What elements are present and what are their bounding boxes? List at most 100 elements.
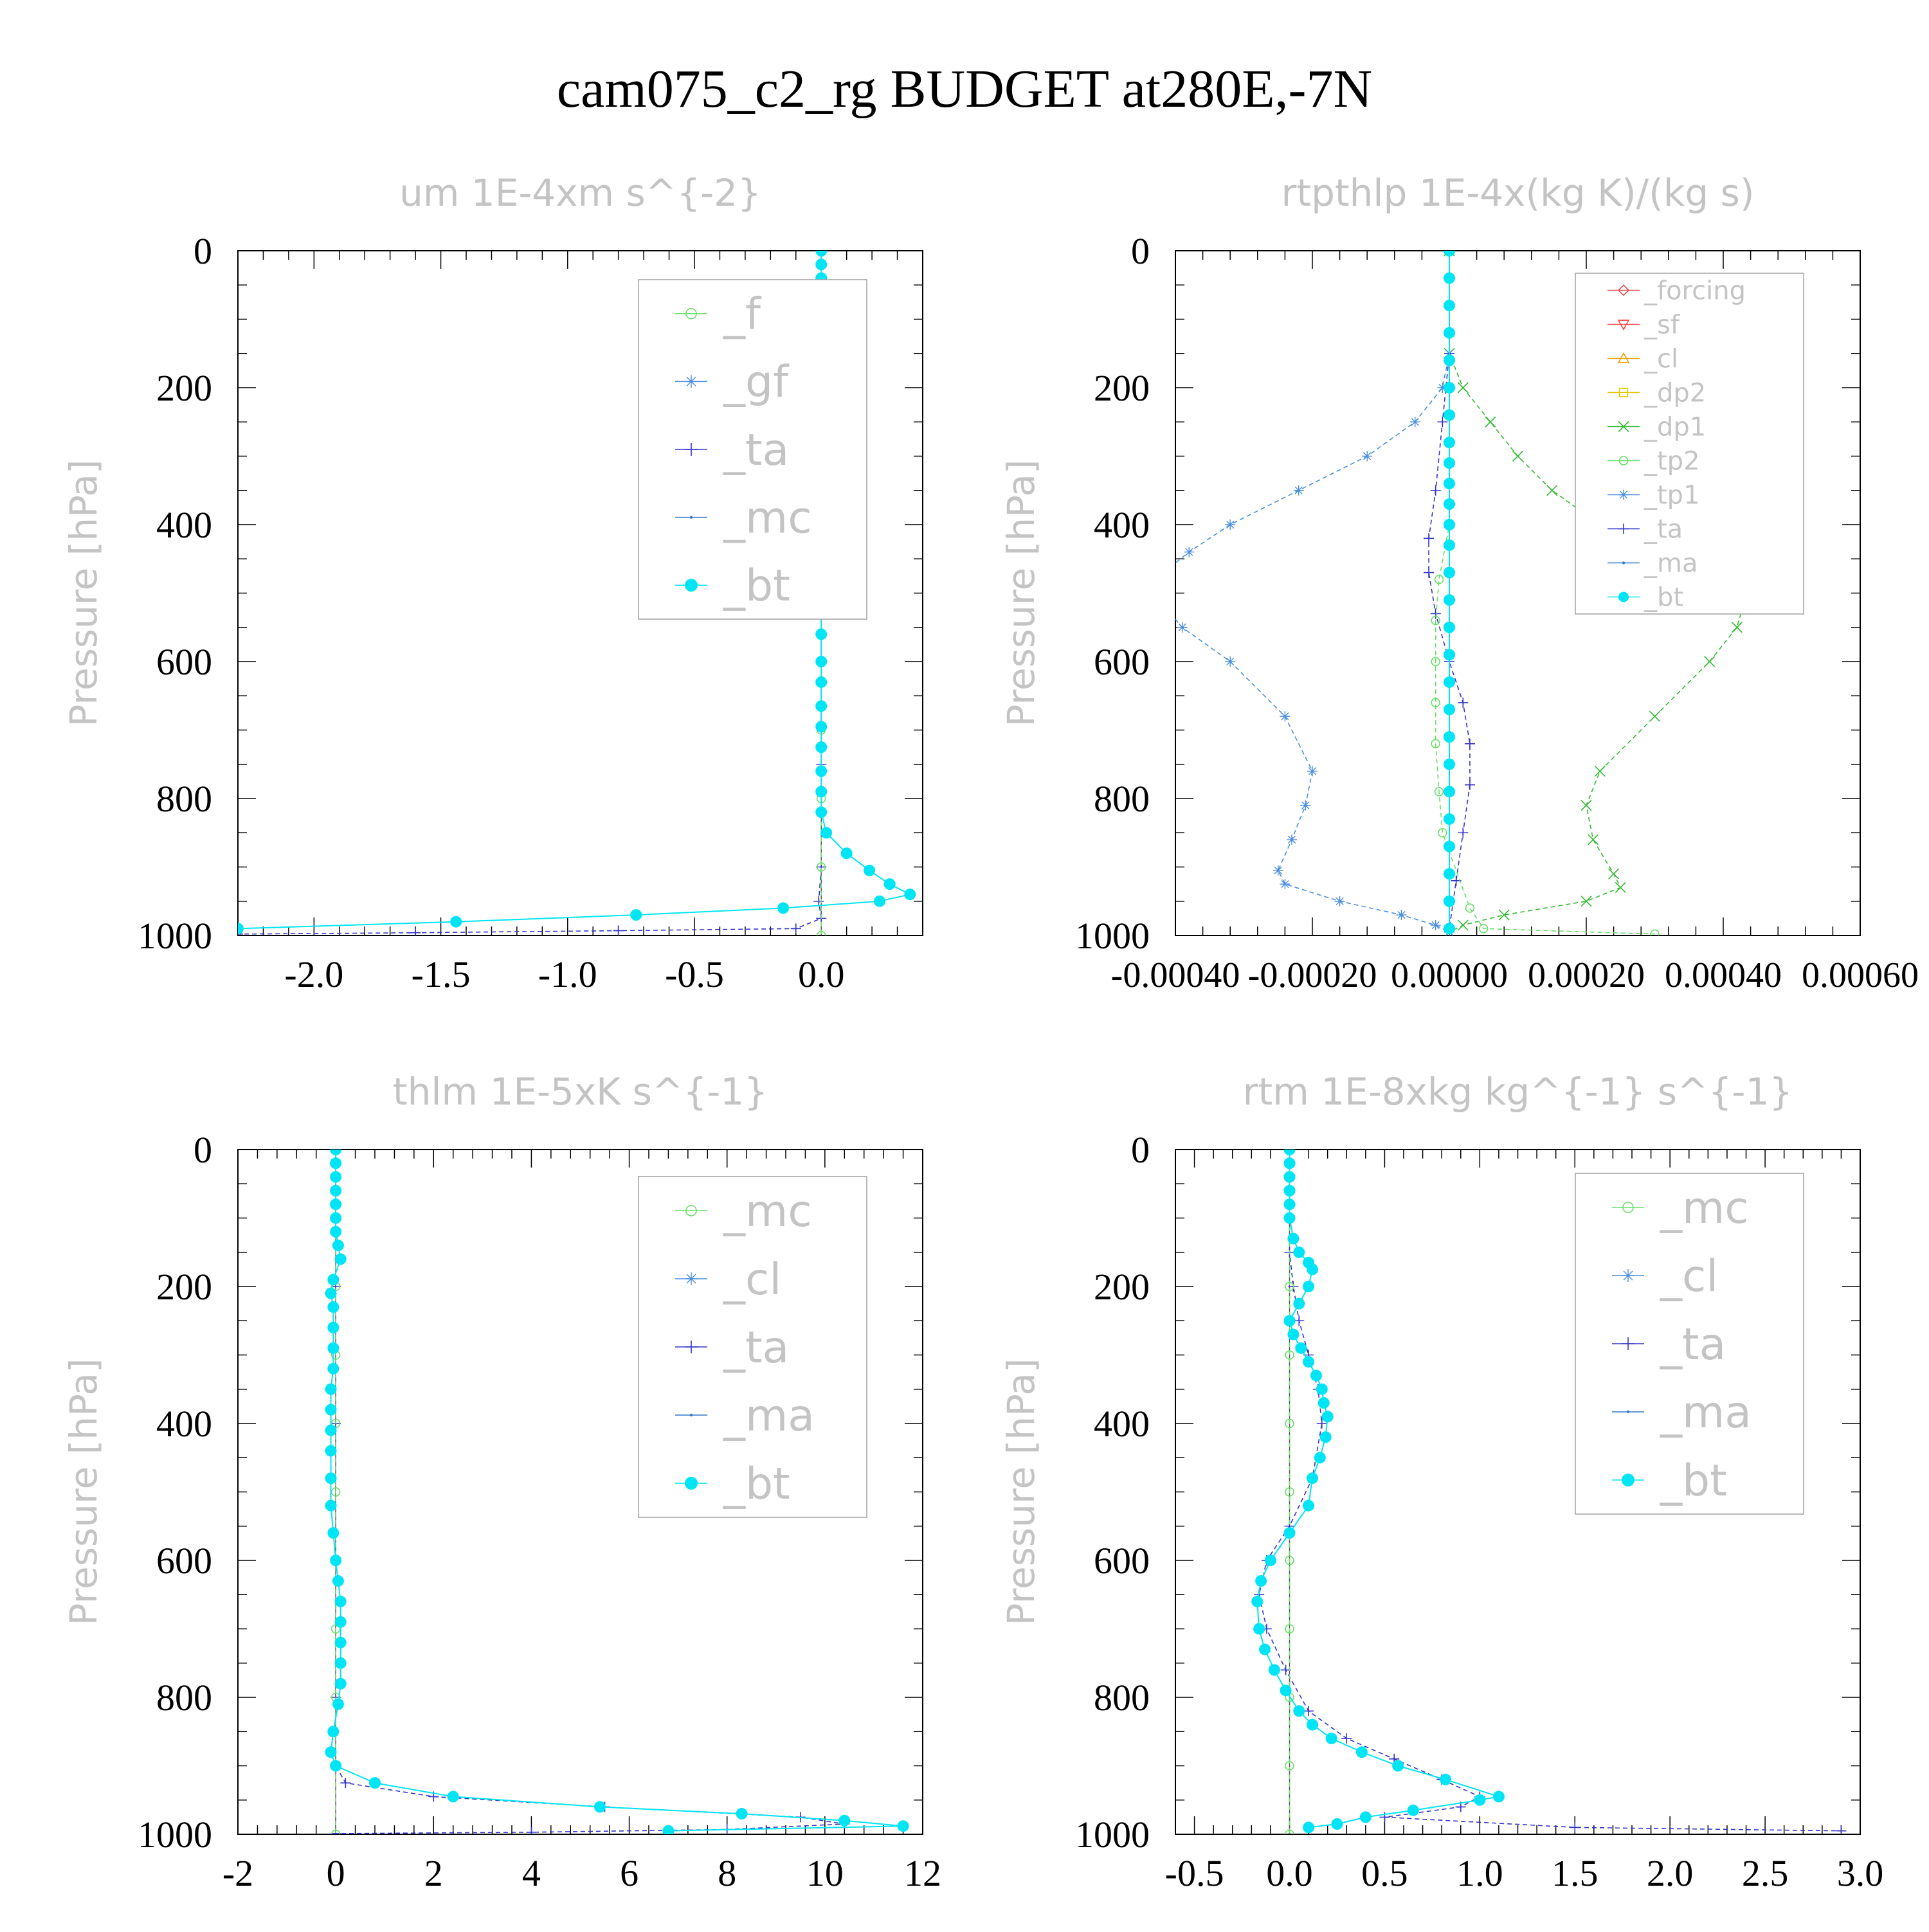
data-point-f [817,862,826,872]
data-point-bt [873,895,885,907]
data-point-bt [1474,1794,1486,1806]
data-point-bt [1293,1705,1305,1717]
data-point-bt [1444,840,1455,853]
legend-marker [1618,523,1629,534]
data-point-bt [815,806,828,818]
data-point-bt [1303,1821,1315,1834]
y-tick-label: 400 [156,1403,212,1445]
x-tick-label: -2 [222,1852,253,1894]
data-point-bt [1444,676,1455,688]
data-point-dp1 [1594,765,1606,777]
data-point-tp2 [1650,929,1660,935]
data-point-bt [1264,1555,1276,1566]
data-point-ta [1316,1418,1327,1429]
legend-marker [1622,1337,1635,1350]
panel-title: rtm 1E-8xkg kg^{-1} s^{-1} [1243,1070,1793,1114]
data-point-bt [815,700,828,712]
data-point-bt [662,1825,675,1834]
panel-title: thlm 1E-5xK s^{-1} [393,1070,768,1114]
data-point-bt [327,1726,340,1738]
data-point-ta [1430,485,1441,496]
data-point-bt [330,1171,342,1183]
data-point-bt [1253,1623,1265,1635]
y-tick-label: 400 [1094,1403,1150,1445]
y-tick-label: 0 [194,1129,212,1171]
y-axis-label: Pressure [hPa] [62,1358,105,1625]
data-point-bt [334,1636,347,1648]
legend-label: _tp2 [1644,447,1700,476]
data-point-ta [1294,1315,1305,1326]
data-point-tp1 [1396,910,1407,921]
data-point-mc [331,1829,341,1834]
data-point-bt [1255,1575,1267,1587]
data-point-bt [1407,1804,1419,1816]
data-point-bt [840,847,853,860]
y-tick-label: 200 [1094,367,1150,409]
legend-label: _ta [1644,515,1683,545]
data-point-bt [330,1555,342,1566]
data-point-dp1 [1704,656,1716,667]
data-point-bt [1444,327,1455,339]
data-point-bt [1444,923,1455,935]
data-point-mc [1285,1761,1294,1771]
data-point-bt [1444,566,1455,579]
legend-label: _ma [1644,549,1698,579]
series-group [1175,251,1750,935]
legend-marker [685,1341,698,1353]
data-point-tp2 [1434,574,1444,584]
data-point-bt [334,1616,347,1628]
data-point-bt [325,1424,337,1436]
data-point-bt [369,1777,381,1789]
data-point-ta [1379,1812,1390,1823]
data-point-mc [1285,1829,1294,1834]
y-tick-label: 400 [1094,504,1150,546]
legend-label: _bt [1660,1456,1727,1506]
data-point-tp1 [1287,834,1298,845]
y-tick-label: 0 [1131,230,1150,272]
figure-title: cam075_c2_rg BUDGET at280E,-7N [556,59,1373,119]
legend-marker [1622,1269,1635,1282]
data-point-tp2 [1431,615,1440,626]
y-axis-label: Pressure [hPa] [62,459,105,727]
data-point-bt [325,1499,337,1512]
x-tick-label: 10 [806,1852,844,1894]
y-tick-label: 600 [1094,1540,1150,1582]
y-tick-label: 800 [1094,1677,1150,1719]
legend-marker [1618,591,1629,602]
data-point-ta [1341,1733,1352,1744]
data-point-bt [736,1808,748,1820]
data-point-bt [864,864,876,876]
data-point-ta [790,923,801,934]
legend-marker [1622,561,1626,564]
data-point-bt [1251,1595,1263,1607]
data-point-tp1 [1225,656,1236,667]
data-point-bt [1283,1171,1296,1183]
x-tick-label: -1.5 [412,953,471,995]
data-point-bt [1283,1184,1296,1196]
data-point-bt [1295,1342,1307,1354]
data-point-bt [1283,1150,1296,1155]
data-point-bt [1440,1773,1452,1785]
series-group [1251,1150,1847,1834]
data-point-bt [332,1240,344,1252]
data-point-ta [1464,779,1475,790]
data-point-bt [332,1698,344,1710]
data-point-bt [1287,1328,1300,1341]
legend-marker [1622,1202,1634,1213]
data-point-dp1 [1580,800,1592,811]
data-point-bt [1444,649,1455,661]
legend-label: _ta [723,425,789,476]
data-point-bt [450,916,462,928]
data-point-bt [897,1820,909,1832]
legend-marker [689,1413,693,1417]
data-point-tp1 [1437,383,1448,393]
data-point-tp2 [1434,787,1444,797]
x-tick-label: 0.00060 [1802,955,1919,995]
y-tick-label: 1000 [1075,1814,1150,1855]
legend-marker [689,516,693,519]
x-tick-label: 0.5 [1361,1852,1408,1894]
data-point-bt [815,765,828,777]
data-point-dp1 [1615,881,1626,894]
data-point-mc [1285,1350,1294,1360]
